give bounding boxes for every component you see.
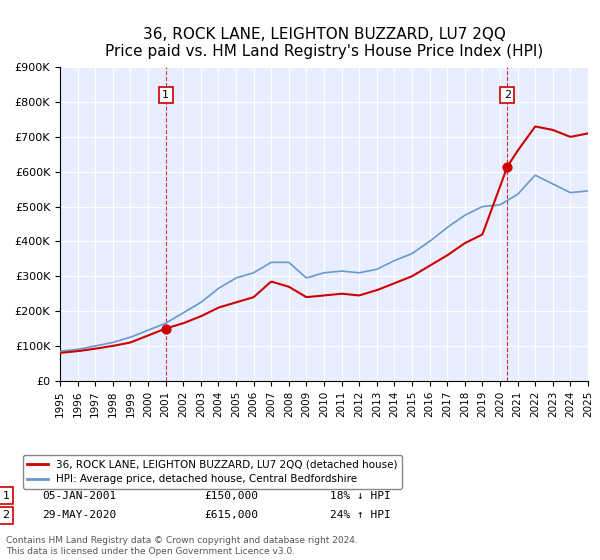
Text: 18% ↓ HPI: 18% ↓ HPI bbox=[330, 491, 391, 501]
Text: 2: 2 bbox=[504, 90, 511, 100]
Text: 29-MAY-2020: 29-MAY-2020 bbox=[42, 510, 116, 520]
Text: £150,000: £150,000 bbox=[204, 491, 258, 501]
Text: Contains HM Land Registry data © Crown copyright and database right 2024.
This d: Contains HM Land Registry data © Crown c… bbox=[6, 536, 358, 556]
Text: 1: 1 bbox=[2, 491, 10, 501]
Text: 05-JAN-2001: 05-JAN-2001 bbox=[42, 491, 116, 501]
Legend: 36, ROCK LANE, LEIGHTON BUZZARD, LU7 2QQ (detached house), HPI: Average price, d: 36, ROCK LANE, LEIGHTON BUZZARD, LU7 2QQ… bbox=[23, 455, 402, 488]
Text: £615,000: £615,000 bbox=[204, 510, 258, 520]
Point bbox=[503, 162, 512, 171]
Text: 24% ↑ HPI: 24% ↑ HPI bbox=[330, 510, 391, 520]
Text: 2: 2 bbox=[2, 510, 10, 520]
Text: 1: 1 bbox=[162, 90, 169, 100]
Title: 36, ROCK LANE, LEIGHTON BUZZARD, LU7 2QQ
Price paid vs. HM Land Registry's House: 36, ROCK LANE, LEIGHTON BUZZARD, LU7 2QQ… bbox=[105, 27, 543, 59]
Point bbox=[161, 324, 170, 333]
